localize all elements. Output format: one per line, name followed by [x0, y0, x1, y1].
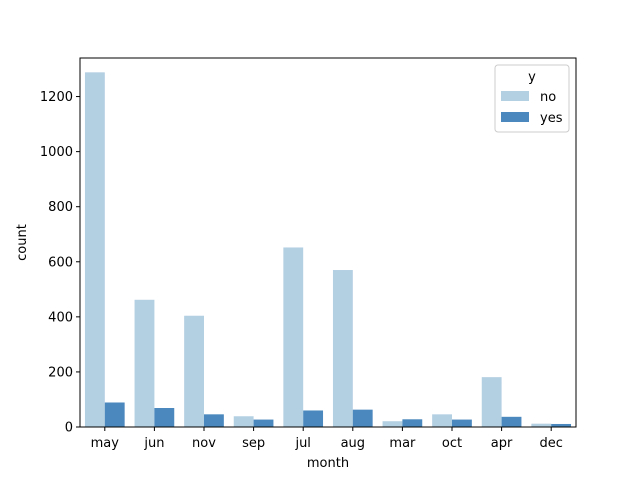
x-tick-label-jun: jun [143, 436, 164, 451]
x-tick-label-jul: jul [294, 436, 310, 451]
bar-mar-yes [402, 419, 423, 427]
bar-sep-yes [253, 419, 274, 427]
x-tick-label-mar: mar [389, 436, 416, 451]
x-tick-label-oct: oct [442, 436, 462, 451]
bar-dec-no [531, 423, 552, 427]
bar-aug-yes [352, 409, 373, 427]
x-axis-label: month [307, 456, 349, 471]
y-tick-label-0: 0 [65, 421, 73, 436]
y-tick-label-200: 200 [48, 365, 73, 380]
x-tick-label-aug: aug [341, 436, 365, 451]
y-ticks: 0 200 400 600 800 1000 1200 [40, 90, 80, 436]
legend: y no yes [494, 64, 570, 133]
x-ticks: may jun nov sep jul aug mar oct apr dec [91, 427, 563, 451]
bar-jul-yes [303, 410, 324, 427]
y-tick-label-600: 600 [48, 255, 73, 270]
bar-may-yes [104, 402, 125, 427]
bar-sep-no [233, 416, 254, 427]
bar-apr-yes [501, 416, 522, 427]
x-tick-label-dec: dec [539, 436, 562, 451]
bar-aug-no [332, 270, 353, 427]
y-tick-label-400: 400 [48, 310, 73, 325]
bar-apr-no [481, 377, 502, 427]
bar-jun-yes [154, 407, 175, 427]
plot-frame [79, 57, 577, 428]
bar-dec-yes [551, 423, 572, 427]
legend-swatch-no [501, 91, 529, 101]
bar-nov-yes [204, 414, 224, 427]
bar-jun-no [134, 299, 155, 427]
bar-oct-no [432, 414, 452, 427]
plot-area [80, 58, 576, 427]
legend-title: y [528, 70, 536, 85]
bars-group [84, 72, 572, 428]
legend-swatch-yes [501, 112, 529, 122]
bar-nov-no [184, 315, 204, 427]
y-tick-label-800: 800 [48, 200, 73, 215]
y-tick-label-1000: 1000 [40, 145, 73, 160]
y-axis-label: count [15, 224, 30, 261]
x-tick-label-apr: apr [491, 436, 513, 451]
bar-mar-no [382, 421, 403, 427]
legend-label-no: no [540, 90, 556, 105]
y-tick-label-1200: 1200 [40, 90, 73, 105]
x-tick-label-may: may [91, 436, 120, 451]
legend-label-yes: yes [540, 111, 563, 126]
bar-oct-yes [452, 419, 472, 427]
bar-may-no [84, 72, 105, 428]
x-tick-label-nov: nov [192, 436, 216, 451]
x-tick-label-sep: sep [242, 436, 265, 451]
bar-jul-no [283, 247, 304, 427]
